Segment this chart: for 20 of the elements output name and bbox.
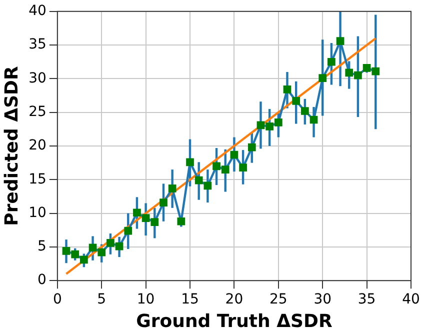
y-tick-label: 5 [37, 238, 46, 255]
x-tick-label: 10 [136, 292, 155, 308]
x-tick-label: 0 [52, 292, 62, 308]
x-tick-label: 25 [269, 292, 288, 308]
y-axis-title: Predicted ΔSDR [1, 66, 22, 226]
x-tick-label: 5 [97, 292, 106, 308]
y-tick-label: 25 [28, 104, 46, 120]
x-axis-title: Ground Truth ΔSDR [136, 310, 332, 332]
y-tick-label: 10 [28, 204, 46, 221]
y-tick-label: 20 [28, 138, 46, 154]
y-tick-label: 35 [28, 36, 46, 53]
y-tick-label: 40 [28, 3, 46, 20]
y-tick-label: 30 [28, 70, 46, 86]
x-tick-label: 35 [358, 292, 376, 308]
y-tick-label: 15 [28, 171, 46, 188]
x-tick-label: 15 [181, 292, 199, 308]
y-tick-label: 0 [37, 272, 46, 288]
x-tick-label: 30 [314, 292, 332, 308]
x-tick-label: 40 [402, 292, 420, 308]
x-tick-label: 20 [225, 292, 244, 308]
